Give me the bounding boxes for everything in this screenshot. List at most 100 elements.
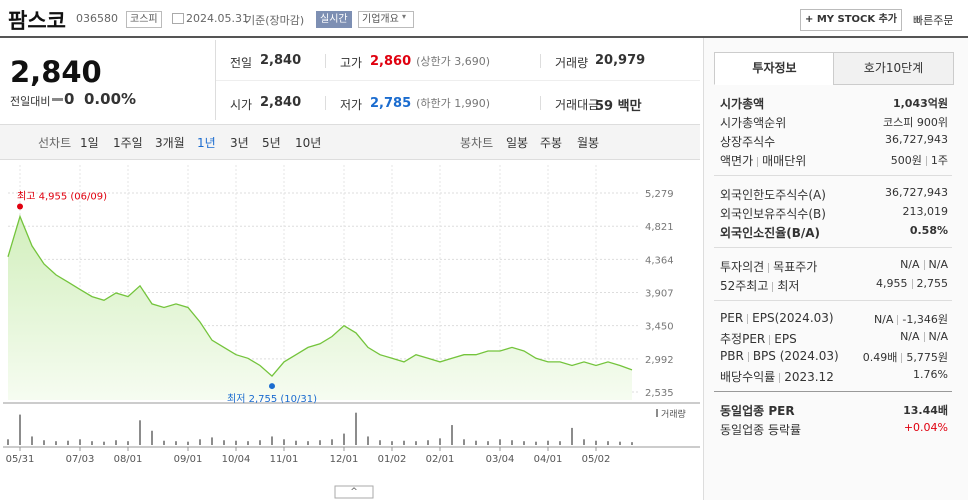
period-tab[interactable]: 3개월 — [155, 136, 185, 150]
stat-sep — [540, 96, 541, 110]
side-label: 상장주식수 — [720, 133, 775, 150]
y-tick-label: 4,821 — [645, 222, 674, 233]
realtime-button[interactable]: 실시간 — [316, 11, 352, 28]
volume-bar — [271, 436, 273, 445]
side-rule — [714, 247, 952, 248]
side-value: 1.76% — [913, 368, 948, 381]
volume-bar — [559, 441, 561, 445]
x-tick-label: 05/31 — [6, 454, 35, 465]
price: 2,840 — [10, 55, 102, 89]
volume-bar — [319, 440, 321, 445]
order-button[interactable]: 빠른주문 — [913, 14, 954, 27]
side-tab[interactable]: 투자정보 — [714, 52, 835, 85]
side-value-part: 36,727,943 — [885, 186, 948, 199]
side-value-part: N/A — [928, 258, 948, 271]
side-value-part: 코스피 900위 — [883, 116, 948, 129]
sep — [757, 156, 759, 167]
side-label-part: 동일업종 등락률 — [720, 423, 802, 437]
volume-bar — [583, 439, 585, 445]
volume-bar — [367, 436, 369, 445]
candle-tab[interactable]: 월봉 — [577, 136, 600, 150]
x-tick-label: 08/01 — [114, 454, 143, 465]
volume-bar — [403, 440, 405, 445]
volume-bar — [139, 420, 141, 445]
side-label: PER EPS(2024.03) — [720, 311, 834, 325]
side-label: 동일업종 PER — [720, 402, 795, 419]
side-value-part: -1,346원 — [902, 313, 948, 326]
volume-bar — [151, 430, 153, 445]
price-line — [7, 214, 633, 378]
side-value-part: 0.58% — [909, 224, 948, 237]
change-label: 전일대비 — [10, 95, 51, 108]
side-tab[interactable]: 호가10단계 — [833, 52, 954, 85]
volume-bar — [439, 438, 441, 445]
high-marker — [17, 203, 23, 210]
period-tab[interactable]: 10년 — [295, 136, 322, 150]
divider — [215, 40, 216, 120]
stat-label: 거래량 — [555, 56, 589, 70]
sep — [923, 260, 925, 270]
chart: ^ 5,279 4,821 4,364 3,907 3,450 2,992 2,535 05/… — [3, 165, 700, 499]
volume-bar — [391, 441, 393, 445]
sep — [897, 315, 899, 325]
change: 0 — [64, 90, 75, 108]
volume-bar — [343, 433, 345, 445]
side-value-part: 213,019 — [902, 205, 949, 218]
header-rule — [0, 36, 968, 38]
mystock-button[interactable]: + MY STOCK 추가 — [800, 9, 902, 31]
x-tick-label: 10/04 — [222, 454, 251, 465]
sep — [747, 351, 749, 362]
side-label: 시가총액 — [720, 95, 764, 112]
y-tick-label: 2,535 — [645, 388, 674, 399]
sep — [923, 332, 925, 342]
side-label: 추정PER EPS — [720, 330, 797, 347]
sep — [911, 279, 913, 289]
period-tab[interactable]: 1년 — [197, 136, 216, 150]
candle-tab[interactable]: 일봉 — [506, 136, 529, 150]
side-value-part: 36,727,943 — [885, 133, 948, 146]
volume-bar — [487, 441, 489, 445]
candle-tab[interactable]: 주봉 — [540, 136, 563, 150]
high-label: 최고 4,955 (06/09) — [17, 190, 107, 202]
volume-bar — [631, 442, 633, 445]
side-value-part: +0.04% — [903, 421, 948, 434]
volume-bar — [451, 425, 453, 445]
volume-bar — [295, 440, 297, 445]
period-tab[interactable]: 1주일 — [113, 136, 143, 150]
side-label: 52주최고 최저 — [720, 277, 799, 294]
volume-bar — [475, 440, 477, 445]
stock-code: 036580 — [76, 12, 118, 25]
side-value: 36,727,943 — [885, 186, 948, 199]
volume-bar — [31, 436, 33, 445]
volume-bar — [91, 441, 93, 445]
volume-bar — [619, 441, 621, 445]
period-label: 봉차트 — [460, 136, 494, 150]
stat-sep — [325, 54, 326, 68]
period-tab[interactable]: 1일 — [80, 136, 99, 150]
company-button[interactable]: 기업개요 — [358, 11, 414, 28]
volume-bar — [79, 439, 81, 445]
volume-bar — [427, 440, 429, 445]
side-label-part: PER — [720, 311, 744, 325]
toggle-button[interactable] — [334, 485, 374, 499]
side-label: 액면가 매매단위 — [720, 152, 806, 169]
sep — [901, 353, 903, 363]
volume-bar — [283, 439, 285, 445]
side-label-part: 외국인한도주식수(A) — [720, 188, 826, 202]
volume-bar — [247, 441, 249, 445]
side-value: 0.58% — [910, 224, 948, 237]
stat-note: (상한가 3,690) — [416, 55, 491, 68]
side-label: 투자의견 목표주가 — [720, 258, 817, 275]
volume-bar — [187, 441, 189, 445]
stat-value: 2,860 (상한가 3,690) — [370, 54, 491, 69]
stat-label: 거래대금 — [555, 98, 600, 112]
side-value: +0.04% — [904, 421, 948, 434]
stat-value: 2,785 (하한가 1,990) — [370, 96, 491, 111]
side-value-part: 500원 — [890, 154, 922, 167]
x-tick-label: 07/03 — [66, 454, 95, 465]
volume-bar — [547, 440, 549, 445]
side-value: 500원 1주 — [891, 152, 948, 168]
side-value: 13.44배 — [903, 402, 948, 418]
period-tab[interactable]: 3년 — [230, 136, 249, 150]
period-tab[interactable]: 5년 — [262, 136, 281, 150]
